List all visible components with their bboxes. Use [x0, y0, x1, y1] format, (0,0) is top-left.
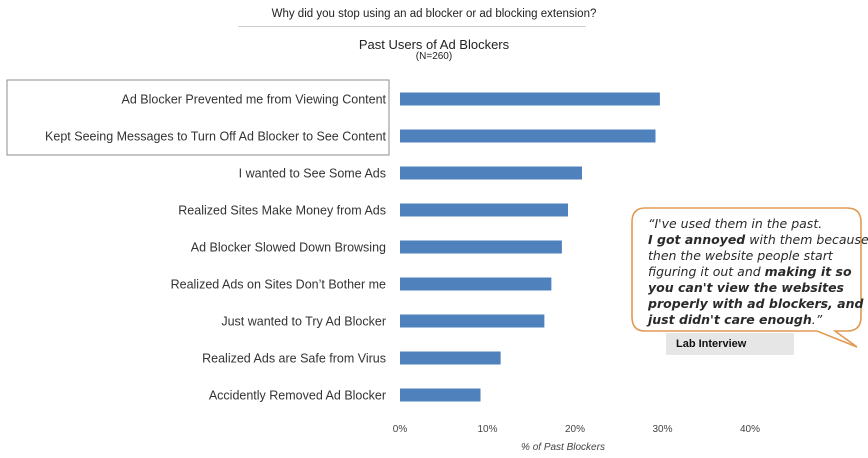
bar	[400, 166, 582, 180]
quote-text: figuring it out and	[648, 264, 765, 279]
bar	[400, 92, 660, 106]
quote-line: you can't view the websites	[648, 280, 868, 296]
quote-emphasis: you can't view the websites	[648, 280, 844, 295]
survey-question: Why did you stop using an ad blocker or …	[271, 8, 597, 20]
chart-title: Past Users of Ad Blockers	[358, 37, 510, 52]
chart-subtitle: (N=260)	[415, 51, 453, 62]
category-label: Kept Seeing Messages to Turn Off Ad Bloc…	[45, 130, 386, 144]
bar	[400, 129, 656, 143]
quote-emphasis: properly with ad blockers, and	[648, 296, 864, 311]
bar	[400, 277, 552, 291]
x-tick-label: 40%	[740, 424, 760, 435]
quote-line: I got annoyed with them because	[648, 232, 868, 248]
bar	[400, 351, 501, 365]
bar	[400, 240, 562, 254]
quote-line: then the website people start	[648, 248, 868, 264]
quote-text: then the website people start	[648, 248, 833, 263]
bar	[400, 388, 481, 402]
x-tick-label: 0%	[393, 424, 408, 435]
category-label: Realized Sites Make Money from Ads	[178, 204, 386, 218]
interview-quote: “I've used them in the past. I got annoye…	[648, 216, 868, 328]
highlight-box	[6, 79, 390, 156]
category-label: Realized Ads on Sites Don’t Bother me	[171, 278, 386, 292]
category-label: Ad Blocker Slowed Down Browsing	[191, 241, 386, 255]
quote-text: with them because	[745, 232, 868, 247]
quote-callout	[631, 207, 863, 353]
speech-bubble-shape	[631, 207, 862, 348]
quote-text: .”	[811, 312, 823, 327]
x-axis-title: % of Past Blockers	[521, 442, 605, 453]
x-tick-label: 30%	[652, 424, 672, 435]
category-label: Just wanted to Try Ad Blocker	[221, 315, 386, 329]
quote-source-label: Lab Interview	[666, 333, 794, 355]
category-label: I wanted to See Some Ads	[239, 167, 386, 181]
quote-emphasis: just didn't care enough	[648, 312, 812, 327]
category-label: Realized Ads are Safe from Virus	[202, 352, 386, 366]
category-label: Accidently Removed Ad Blocker	[209, 389, 386, 403]
quote-text: “I've used them in the past.	[648, 216, 823, 231]
quote-emphasis: making it so	[764, 264, 852, 279]
x-tick-label: 20%	[565, 424, 585, 435]
quote-line: figuring it out and making it so	[648, 264, 868, 280]
quote-line: “I've used them in the past.	[648, 216, 868, 232]
bar	[400, 314, 545, 328]
category-label: Ad Blocker Prevented me from Viewing Con…	[122, 93, 387, 107]
quote-line: properly with ad blockers, and	[648, 296, 868, 312]
quote-line: just didn't care enough.”	[648, 312, 868, 328]
x-tick-label: 10%	[477, 424, 497, 435]
bar	[400, 203, 568, 217]
quote-emphasis: I got annoyed	[648, 232, 746, 247]
question-divider	[238, 26, 586, 27]
